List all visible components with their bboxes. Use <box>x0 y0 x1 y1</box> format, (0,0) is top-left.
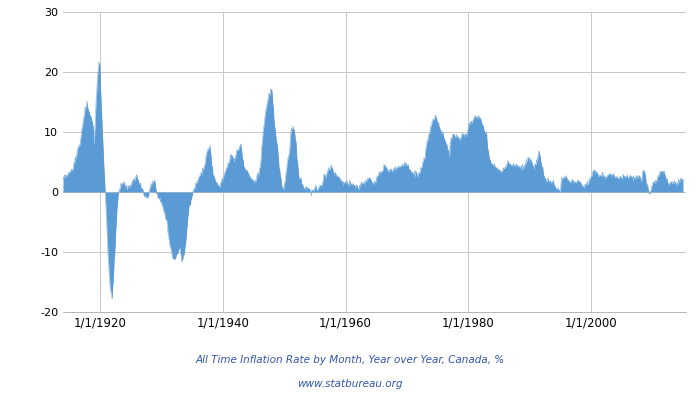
Text: www.statbureau.org: www.statbureau.org <box>298 379 402 389</box>
Text: All Time Inflation Rate by Month, Year over Year, Canada, %: All Time Inflation Rate by Month, Year o… <box>195 355 505 365</box>
